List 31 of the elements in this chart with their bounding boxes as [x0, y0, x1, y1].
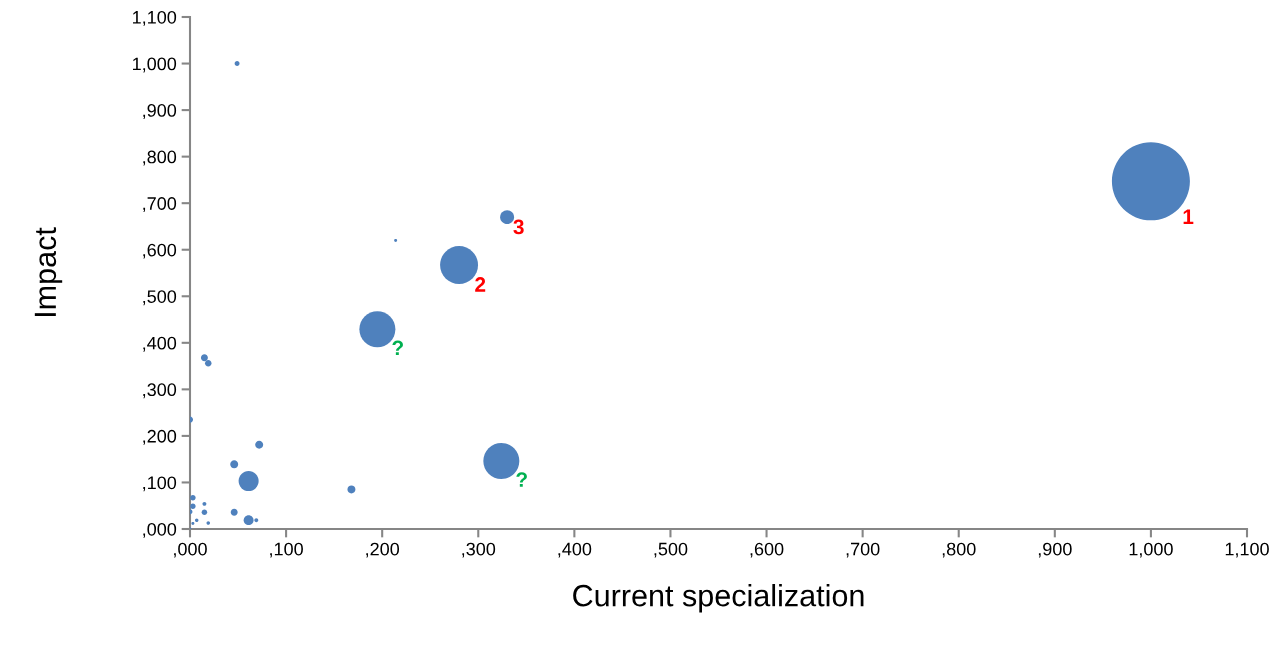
y-tick-label: 1,100	[133, 10, 177, 26]
x-tick-label: ,700	[846, 542, 880, 558]
y-tick-label: ,900	[143, 104, 177, 119]
x-tick-label: ,000	[174, 542, 207, 558]
annotation: 2	[475, 277, 486, 292]
y-tick-label: ,800	[143, 150, 177, 166]
x-tick-label: ,100	[270, 542, 303, 558]
annotation: ?	[392, 340, 403, 356]
y-tick-label: ,500	[143, 290, 177, 306]
x-tick-label: ,500	[654, 542, 688, 558]
y-tick-label: 1,000	[133, 57, 177, 73]
x-tick-label: ,600	[750, 542, 784, 558]
x-tick-label: ,400	[558, 542, 592, 558]
y-tick-label: ,700	[143, 197, 177, 213]
annotation: 1	[1183, 209, 1194, 224]
x-tick-label: 1,000	[1129, 542, 1173, 558]
y-tick-label: ,600	[143, 243, 177, 259]
x-tick-label: 1,100	[1225, 542, 1269, 558]
y-tick-label: ,000	[143, 522, 177, 538]
y-axis-title: Impact	[34, 227, 63, 317]
x-tick-label: ,900	[1038, 542, 1072, 558]
y-tick-label: ,200	[143, 429, 177, 445]
annotation: ?	[516, 472, 527, 487]
x-tick-label: ,300	[462, 542, 496, 558]
y-tick-label: ,400	[143, 336, 177, 352]
annotation: 3	[513, 219, 524, 235]
x-axis-title: Current specialization	[573, 584, 864, 613]
y-tick-label: ,100	[143, 476, 177, 492]
y-tick-label: ,300	[143, 383, 177, 399]
x-tick-label: ,200	[366, 542, 400, 558]
x-tick-label: ,800	[942, 542, 976, 558]
